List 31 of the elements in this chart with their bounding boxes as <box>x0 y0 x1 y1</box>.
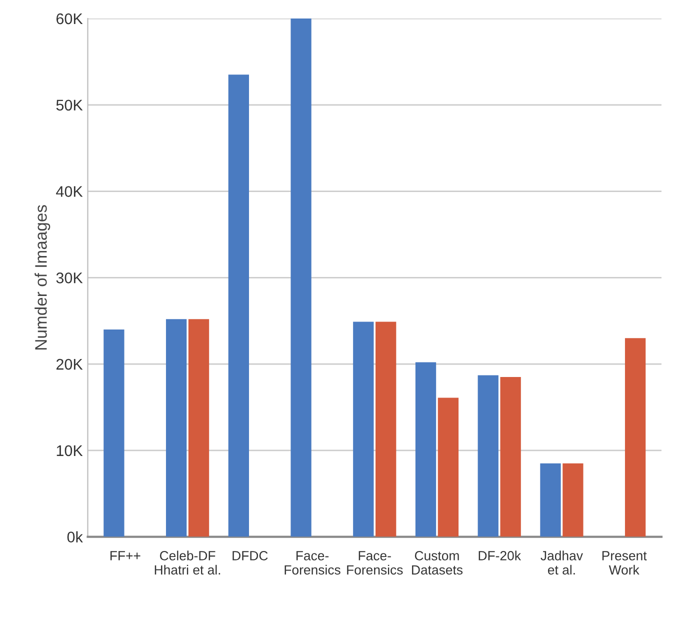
x-tick-label: Celeb-DF Hhatri et al. <box>154 550 220 575</box>
bar <box>166 319 187 537</box>
y-tick-label: 30K <box>56 272 83 284</box>
bar <box>188 319 210 537</box>
bar <box>562 463 584 537</box>
bar <box>540 463 561 537</box>
bar <box>478 375 498 537</box>
bar <box>228 74 249 537</box>
bar <box>376 322 396 537</box>
bar <box>500 376 521 537</box>
y-tick-label: 0k <box>67 531 83 542</box>
bar <box>624 338 646 537</box>
y-tick-label: 50K <box>56 100 83 111</box>
x-tick-label: Face- Forensics <box>347 551 403 575</box>
x-tick-label: DFDC <box>232 551 268 560</box>
y-tick-label: 60K <box>56 13 83 24</box>
x-tick-label: Custom Datasets <box>412 551 463 575</box>
bar <box>104 329 124 537</box>
x-tick-label: FF++ <box>110 551 140 560</box>
bar <box>353 322 374 537</box>
x-tick-label: Present Work <box>602 551 647 575</box>
x-tick-label: DF-20k <box>478 550 521 560</box>
bar <box>415 362 436 537</box>
x-tick-label: Face- Forensics <box>284 551 340 575</box>
y-tick-label: 40K <box>56 186 83 197</box>
bar <box>290 18 312 537</box>
y-tick-label: 20K <box>56 358 83 370</box>
y-tick-label: 10K <box>56 445 83 456</box>
bar <box>438 398 459 537</box>
y-axis-title: Numder of Imaages <box>34 205 50 350</box>
x-tick-label: Jadhav et al. <box>540 550 583 575</box>
